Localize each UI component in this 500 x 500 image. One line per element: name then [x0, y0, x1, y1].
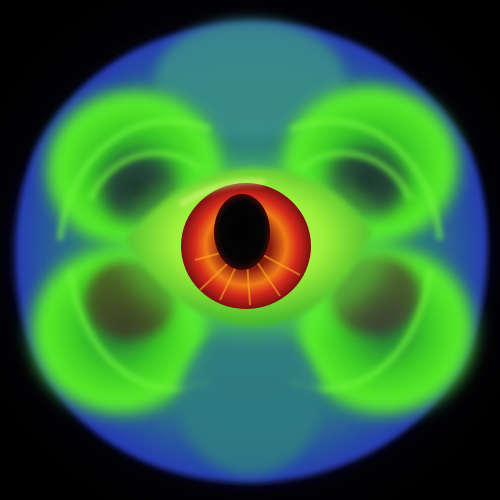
eye-highlight [178, 179, 266, 207]
lower-center-region [180, 325, 320, 475]
eye-pupil [214, 194, 270, 270]
